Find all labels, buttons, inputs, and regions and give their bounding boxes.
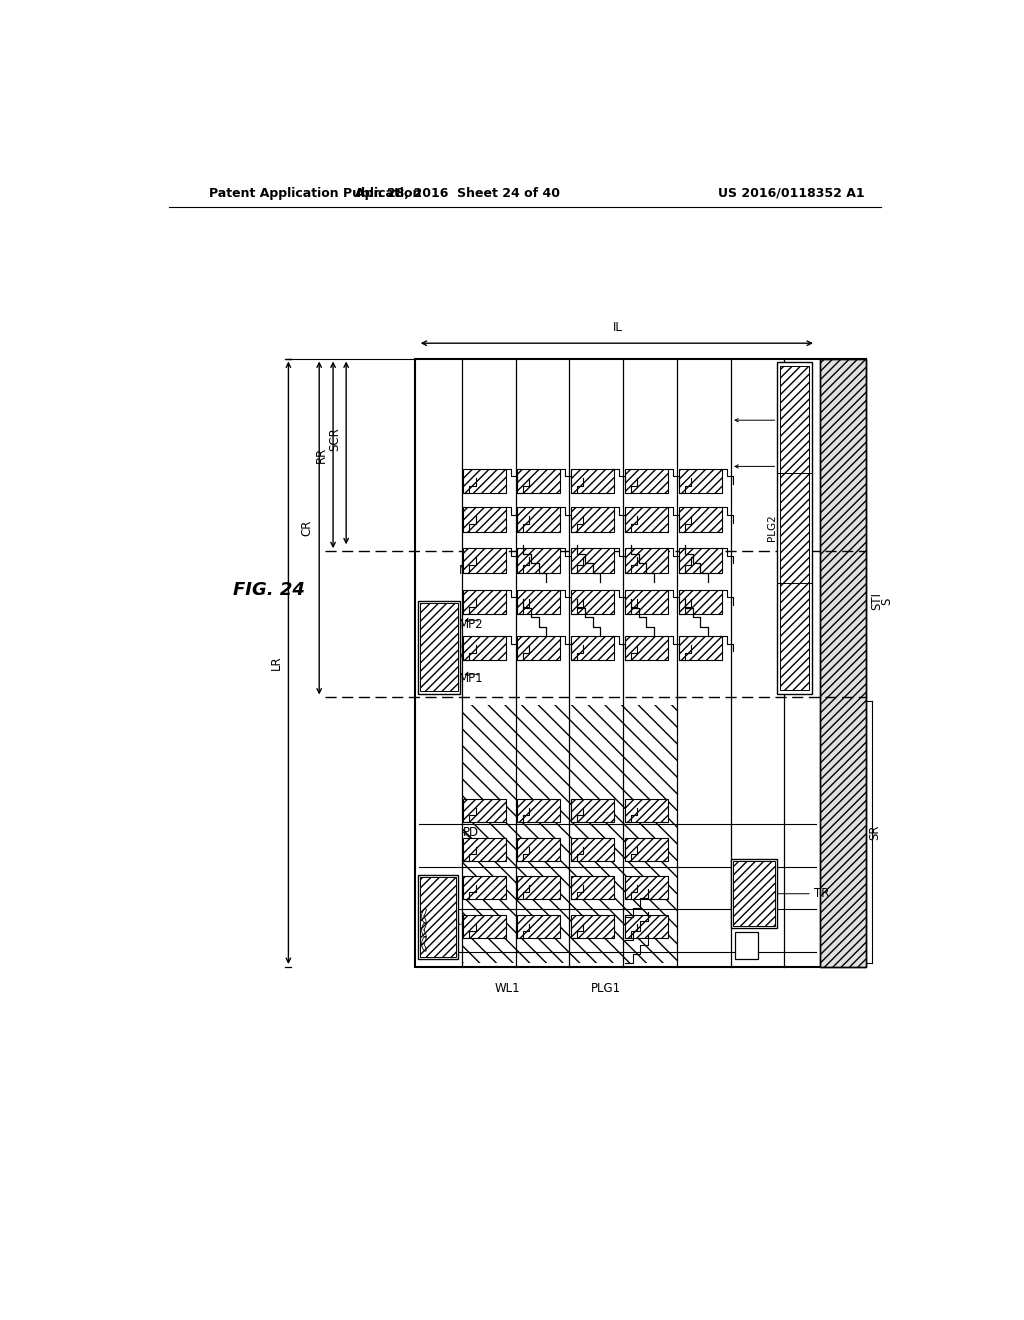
Bar [679,636,722,660]
Text: S: S [880,598,893,605]
Bar [571,548,614,573]
Bar [735,932,758,960]
Bar [517,469,560,494]
Bar [731,859,777,928]
Text: US 2016/0118352 A1: US 2016/0118352 A1 [718,186,864,199]
Bar [463,636,506,660]
Bar [625,636,668,660]
Bar [463,799,506,822]
Bar [416,359,819,697]
Bar [571,469,614,494]
Bar [733,862,775,927]
Bar [819,359,866,966]
Bar [625,469,668,494]
Bar [517,838,560,861]
Bar [625,876,668,899]
Text: STI: STI [869,593,883,610]
Text: IL: IL [612,321,623,334]
Bar [463,876,506,899]
Bar [416,697,819,966]
Text: OUR1: OUR1 [778,513,788,543]
Bar [679,548,722,573]
Text: MP1: MP1 [460,672,484,685]
Bar [571,590,614,614]
Bar [517,636,560,660]
Text: WL1: WL1 [495,982,520,995]
Text: OP1: OP1 [460,917,484,931]
Text: OP2: OP2 [460,640,484,653]
Bar [625,915,668,937]
Text: OUR2: OUR2 [790,513,800,543]
Bar [420,876,456,957]
Bar [679,469,722,494]
Bar [571,636,614,660]
Bar [571,507,614,532]
Bar [780,366,809,690]
Bar [625,590,668,614]
Bar [571,838,614,861]
Bar [463,507,506,532]
Bar [571,876,614,899]
Bar [517,507,560,532]
Bar [517,799,560,822]
Bar [571,915,614,937]
Bar [517,876,560,899]
Text: Patent Application Publication: Patent Application Publication [209,186,422,199]
Text: FIG. 24: FIG. 24 [233,581,305,598]
Bar [625,507,668,532]
Bar [418,601,460,693]
Bar [625,799,668,822]
Text: SR: SR [868,825,882,840]
Bar [463,915,506,937]
Text: SCR: SCR [328,428,341,451]
Bar [463,548,506,573]
Bar [679,507,722,532]
Bar [517,915,560,937]
Bar [418,875,458,960]
Text: LR: LR [270,656,283,671]
Bar [463,469,506,494]
Bar [420,603,458,692]
Text: PLG1: PLG1 [591,982,622,995]
Text: MP3: MP3 [460,564,484,577]
Bar [625,838,668,861]
Bar [517,548,560,573]
Bar [416,359,866,966]
Text: MP2: MP2 [460,618,484,631]
Bar [625,548,668,573]
Bar [463,838,506,861]
Bar [571,799,614,822]
Text: CR: CR [301,520,313,536]
Text: Apr. 28, 2016  Sheet 24 of 40: Apr. 28, 2016 Sheet 24 of 40 [355,186,560,199]
Text: AMP: AMP [447,651,473,664]
Bar [777,363,812,693]
Bar [679,590,722,614]
Text: PLG2: PLG2 [767,515,777,541]
Bar [517,590,560,614]
Bar [463,590,506,614]
Text: TR: TR [813,887,828,900]
Text: PD: PD [463,825,479,838]
Bar [819,359,866,966]
Text: RR: RR [314,446,328,463]
